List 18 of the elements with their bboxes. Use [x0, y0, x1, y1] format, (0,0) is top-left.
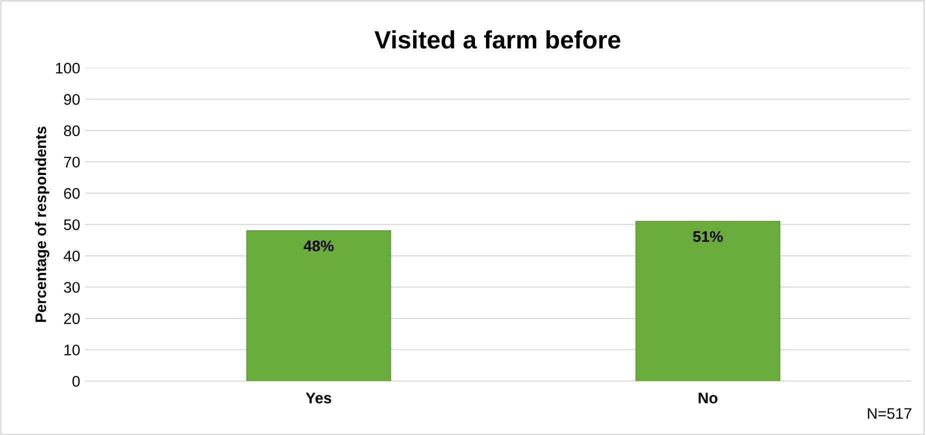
y-tick-label: 40: [64, 250, 80, 262]
y-tick-label: 50: [64, 219, 80, 230]
y-tick-label: 20: [64, 313, 80, 324]
chart-title: Visited a farm before: [374, 30, 620, 49]
y-tick-label: 10: [64, 344, 80, 356]
y-tick-label: 90: [64, 94, 80, 105]
data-label: 51%: [693, 231, 723, 242]
y-tick-label: 0: [72, 376, 80, 387]
x-tick-label: No: [698, 392, 718, 404]
y-tick-label: 80: [64, 125, 80, 136]
data-label: 48%: [304, 240, 334, 252]
y-tick-label: 30: [64, 282, 80, 293]
x-tick-label: Yes: [306, 392, 332, 404]
y-axis-title: Percentage of respondents: [34, 126, 50, 322]
y-tick-label: 60: [64, 188, 80, 199]
y-tick-label: 100: [56, 62, 80, 74]
y-tick-label: 70: [64, 156, 80, 168]
text: N=517: [868, 408, 912, 419]
